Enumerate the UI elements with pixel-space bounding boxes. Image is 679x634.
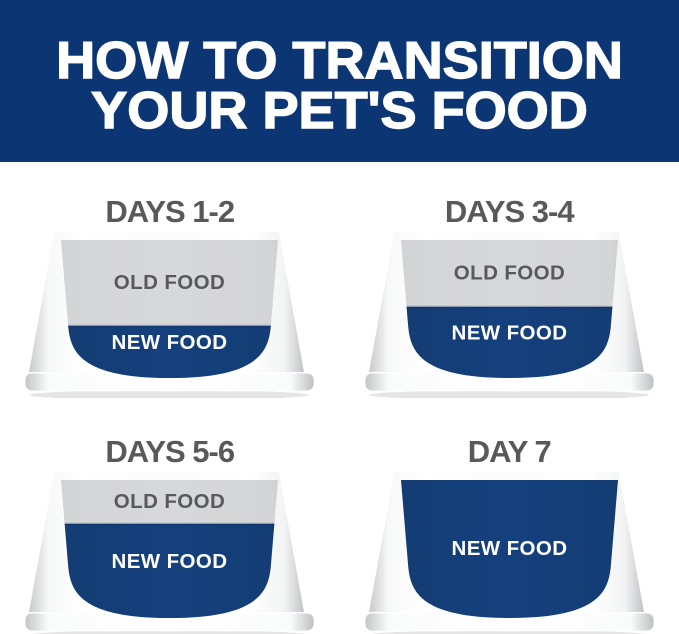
svg-text:NEW FOOD: NEW FOOD [112,550,228,573]
svg-text:NEW FOOD: NEW FOOD [451,537,567,560]
svg-text:OLD FOOD: OLD FOOD [114,490,225,513]
svg-text:NEW FOOD: NEW FOOD [112,331,228,354]
svg-text:NEW FOOD: NEW FOOD [451,322,567,345]
svg-text:OLD FOOD: OLD FOOD [114,271,225,294]
svg-text:OLD FOOD: OLD FOOD [454,262,565,285]
